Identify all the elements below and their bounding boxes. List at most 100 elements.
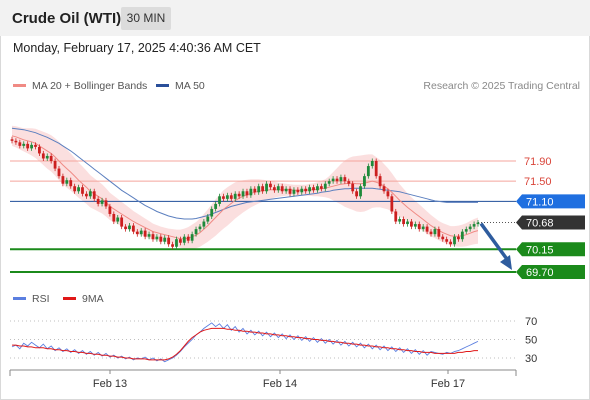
candle-body — [249, 188, 253, 196]
candle-body — [225, 195, 229, 199]
candle-body — [222, 196, 225, 199]
rsi-line — [11, 322, 479, 363]
candle-body — [92, 191, 96, 199]
rsi-ma-label: 9MA — [82, 293, 104, 305]
candle-body — [261, 186, 265, 192]
candle-body — [296, 189, 300, 193]
candle-body — [178, 239, 182, 243]
x-tick-label: Feb 14 — [263, 378, 297, 390]
candle-body — [206, 216, 210, 222]
legend-rsi-ma: 9MA — [63, 293, 104, 305]
level-label-1: 71.50 — [524, 176, 552, 188]
candle-body — [276, 186, 280, 191]
candle-body — [323, 183, 327, 189]
level-label-0: 71.90 — [524, 156, 552, 168]
candle-body — [151, 234, 155, 240]
candle-body — [175, 239, 178, 247]
candle-body — [292, 189, 296, 194]
candle-body — [49, 155, 53, 161]
level-tag-4 — [516, 242, 585, 257]
candle-body — [265, 183, 268, 192]
ma20-label: MA 20 + Bollinger Bands — [32, 80, 148, 92]
candle-body — [14, 140, 18, 143]
candle-body — [214, 203, 218, 209]
rsi-tick-label: 50 — [525, 335, 537, 347]
candle-body — [73, 186, 77, 192]
candle-body — [476, 222, 480, 225]
candle-body — [308, 187, 312, 192]
legend-rsi: RSI — [13, 293, 50, 305]
level-tag-2 — [516, 194, 585, 209]
candle-body — [374, 161, 378, 177]
candle-body — [257, 186, 261, 193]
candle-body — [331, 178, 335, 182]
ma50-line — [11, 127, 478, 220]
candle-body — [460, 231, 464, 240]
candle-body — [45, 155, 49, 159]
candle-body — [457, 236, 460, 240]
candle-body — [210, 208, 214, 217]
candle-body — [445, 239, 449, 242]
candle-body — [316, 186, 319, 191]
candle-body — [53, 161, 57, 169]
x-tick-label: Feb 17 — [431, 378, 465, 390]
candle-body — [81, 187, 84, 194]
candle-body — [386, 191, 390, 197]
candle-body — [34, 144, 37, 147]
ma50-swatch-icon — [156, 83, 169, 87]
rsi-ma-line — [12, 327, 478, 361]
candle-body — [272, 187, 276, 191]
candle-body — [370, 161, 374, 167]
candle-body — [241, 191, 245, 197]
rsi-tick-label: 30 — [525, 353, 537, 365]
candle-body — [441, 236, 445, 240]
candle-body — [186, 236, 190, 241]
candle-body — [159, 236, 163, 242]
candle-body — [38, 146, 41, 154]
candle-body — [104, 200, 108, 207]
level-label-5: 69.70 — [526, 267, 554, 279]
candle-body — [26, 143, 30, 149]
forecast-arrow-shaft — [479, 222, 511, 264]
candle-body — [229, 195, 233, 199]
candle-body — [218, 196, 221, 204]
candle-body — [378, 176, 382, 187]
level-label-4: 70.15 — [526, 244, 554, 256]
candle-body — [202, 221, 206, 227]
candle-body — [10, 139, 14, 141]
candle-body — [96, 198, 100, 204]
candle-body — [363, 176, 366, 187]
candle-body — [147, 234, 151, 237]
candle-body — [402, 219, 405, 225]
candle-body — [319, 186, 323, 189]
rsi-tick-label: 70 — [525, 316, 537, 328]
candle-body — [410, 221, 413, 227]
candle-body — [194, 229, 198, 235]
candle-body — [421, 226, 425, 230]
candle-body — [171, 244, 174, 247]
candle-body — [124, 226, 127, 230]
candle-body — [429, 231, 433, 235]
candle-body — [413, 224, 417, 227]
ma50-label: MA 50 — [175, 80, 205, 92]
forecast-arrow-head-icon — [500, 255, 512, 270]
timeframe-badge[interactable]: 30 MIN — [121, 7, 171, 30]
level-label-2: 71.10 — [526, 196, 554, 208]
rsi-label: RSI — [32, 293, 50, 305]
candle-body — [351, 183, 355, 192]
candle-body — [343, 177, 347, 182]
candle-body — [417, 224, 421, 230]
candle-body — [472, 224, 476, 227]
candle-body — [128, 225, 131, 230]
candle-body — [112, 213, 116, 222]
candle-body — [65, 180, 69, 184]
level-label-3: 70.68 — [526, 218, 554, 230]
candle-body — [394, 211, 398, 222]
candle-body — [237, 193, 241, 197]
candle-body — [131, 225, 135, 232]
legend-ma50: MA 50 — [156, 80, 205, 92]
candle-body — [468, 226, 472, 230]
candle-body — [120, 217, 124, 227]
candle-body — [18, 142, 22, 146]
